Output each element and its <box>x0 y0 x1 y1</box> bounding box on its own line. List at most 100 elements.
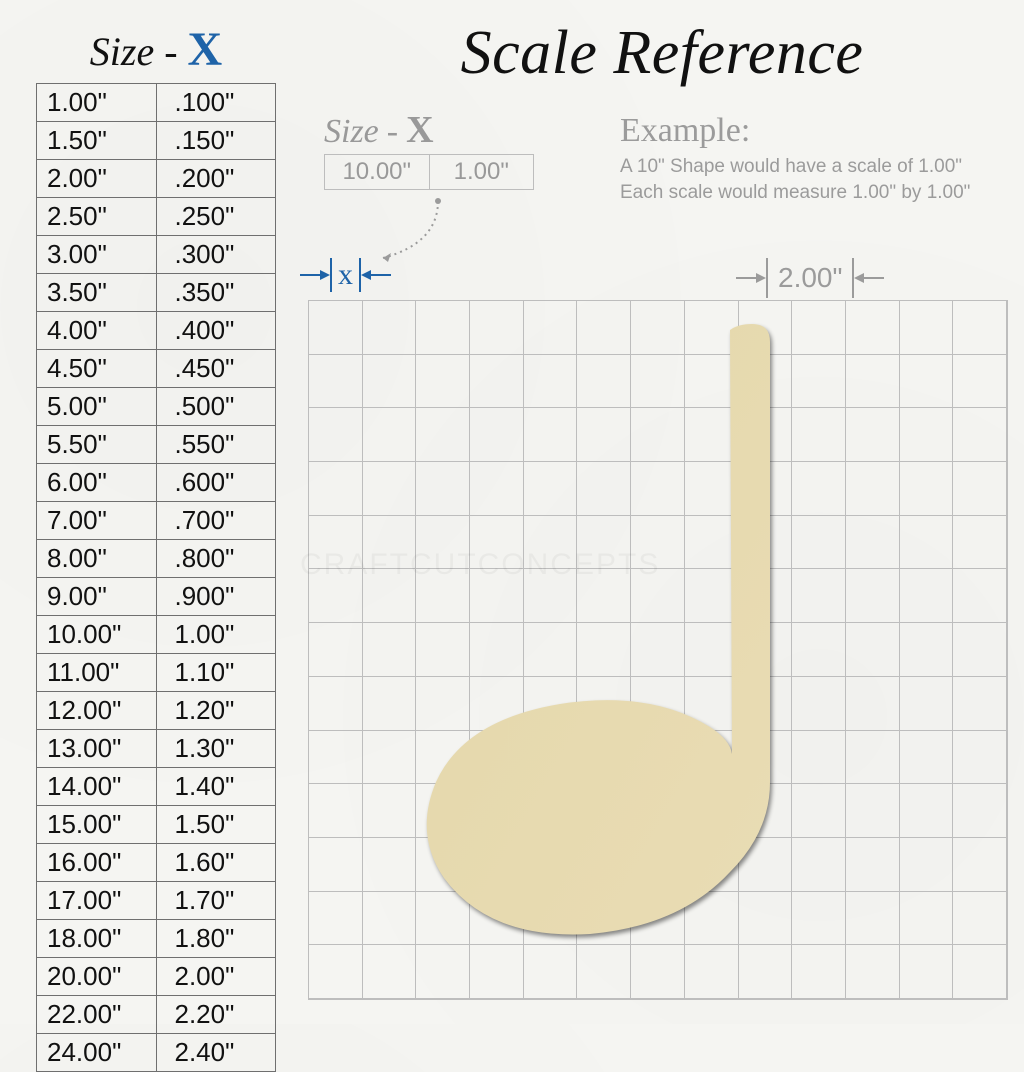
grid-cell <box>900 355 954 409</box>
grid-cell <box>900 731 954 785</box>
size-cell: 4.00" <box>37 312 157 350</box>
grid-cell <box>900 462 954 516</box>
grid-cell <box>739 945 793 999</box>
grid-cell <box>309 784 363 838</box>
grid-cell <box>792 516 846 570</box>
size-cell: 3.00" <box>37 236 157 274</box>
table-row: 15.00"1.50" <box>37 806 276 844</box>
subsize-dash: - <box>387 113 398 151</box>
grid-cell <box>846 301 900 355</box>
arrow-left-icon <box>361 263 391 287</box>
size-cell: 24.00" <box>37 1034 157 1072</box>
scale-cell: 1.60" <box>156 844 276 882</box>
grid-cell <box>846 516 900 570</box>
grid-cell <box>846 784 900 838</box>
example-line-1: A 10" Shape would have a scale of 1.00" <box>620 154 998 180</box>
table-row: 3.50".350" <box>37 274 276 312</box>
table-row: 1.00".100" <box>37 84 276 122</box>
scale-cell: .450" <box>156 350 276 388</box>
table-row: 5.00".500" <box>37 388 276 426</box>
size-cell: 8.00" <box>37 540 157 578</box>
size-table-header: Size - X <box>36 22 276 77</box>
music-note-shape <box>420 322 800 942</box>
size-cell: 12.00" <box>37 692 157 730</box>
arrow-right-icon <box>300 263 330 287</box>
grid-cell <box>309 945 363 999</box>
scale-cell: .100" <box>156 84 276 122</box>
grid-cell <box>953 408 1007 462</box>
example-heading: Example: <box>620 112 998 150</box>
measure-label: 2.00" <box>768 262 852 294</box>
grid-cell <box>953 355 1007 409</box>
size-dash: - <box>164 28 177 75</box>
grid-cell <box>309 838 363 892</box>
size-cell: 2.00" <box>37 160 157 198</box>
grid-cell <box>953 677 1007 731</box>
page-title: Scale Reference <box>320 18 1004 89</box>
grid-cell <box>309 623 363 677</box>
grid-cell <box>363 784 417 838</box>
table-row: 5.50".550" <box>37 426 276 464</box>
subsize-row: 10.00" 1.00" <box>324 154 534 190</box>
grid-cell <box>846 892 900 946</box>
grid-cell <box>846 945 900 999</box>
scale-cell: 1.40" <box>156 768 276 806</box>
grid-cell <box>363 301 417 355</box>
size-cell: 4.50" <box>37 350 157 388</box>
subsize-cell-scale: 1.00" <box>430 155 534 189</box>
size-table: Size - X 1.00".100"1.50".150"2.00".200"2… <box>36 22 276 1072</box>
scale-cell: 1.00" <box>156 616 276 654</box>
grid-cell <box>792 892 846 946</box>
grid-cell <box>309 301 363 355</box>
size-cell: 15.00" <box>37 806 157 844</box>
grid-cell <box>792 569 846 623</box>
grid-cell <box>309 355 363 409</box>
table-row: 8.00".800" <box>37 540 276 578</box>
grid-cell <box>363 408 417 462</box>
size-label: Size <box>90 28 154 75</box>
size-cell: 20.00" <box>37 958 157 996</box>
scale-cell: 2.20" <box>156 996 276 1034</box>
scale-cell: 1.80" <box>156 920 276 958</box>
grid-cell <box>953 462 1007 516</box>
subsize-indicator: Size - X 10.00" 1.00" <box>324 108 574 190</box>
grid-cell <box>309 892 363 946</box>
scale-cell: .300" <box>156 236 276 274</box>
size-cell: 13.00" <box>37 730 157 768</box>
x-width-indicator: x <box>300 258 391 292</box>
table-row: 9.00".900" <box>37 578 276 616</box>
table-row: 4.00".400" <box>37 312 276 350</box>
grid-cell <box>416 945 470 999</box>
grid-cell <box>363 623 417 677</box>
scale-cell: .550" <box>156 426 276 464</box>
size-cell: 17.00" <box>37 882 157 920</box>
subsize-x: X <box>406 108 433 152</box>
grid-cell <box>900 408 954 462</box>
size-cell: 2.50" <box>37 198 157 236</box>
scale-cell: .350" <box>156 274 276 312</box>
size-cell: 16.00" <box>37 844 157 882</box>
size-cell: 7.00" <box>37 502 157 540</box>
grid-cell <box>846 408 900 462</box>
subsize-label: Size <box>324 113 379 151</box>
size-x: X <box>188 22 223 77</box>
grid-cell <box>792 623 846 677</box>
example-line-2: Each scale would measure 1.00" by 1.00" <box>620 180 998 206</box>
subsize-header: Size - X <box>324 108 574 152</box>
grid-cell <box>900 945 954 999</box>
scale-cell: .250" <box>156 198 276 236</box>
grid-cell <box>900 677 954 731</box>
grid-cell <box>685 945 739 999</box>
grid-cell <box>846 838 900 892</box>
scale-cell: .150" <box>156 122 276 160</box>
subsize-cell-size: 10.00" <box>325 155 430 189</box>
grid-cell <box>900 838 954 892</box>
grid-measure: 2.00" <box>736 258 884 298</box>
size-cell: 1.50" <box>37 122 157 160</box>
size-cell: 5.00" <box>37 388 157 426</box>
size-cell: 10.00" <box>37 616 157 654</box>
size-data-table: 1.00".100"1.50".150"2.00".200"2.50".250"… <box>36 83 276 1072</box>
grid-cell <box>846 731 900 785</box>
grid-cell <box>792 301 846 355</box>
table-row: 11.00"1.10" <box>37 654 276 692</box>
